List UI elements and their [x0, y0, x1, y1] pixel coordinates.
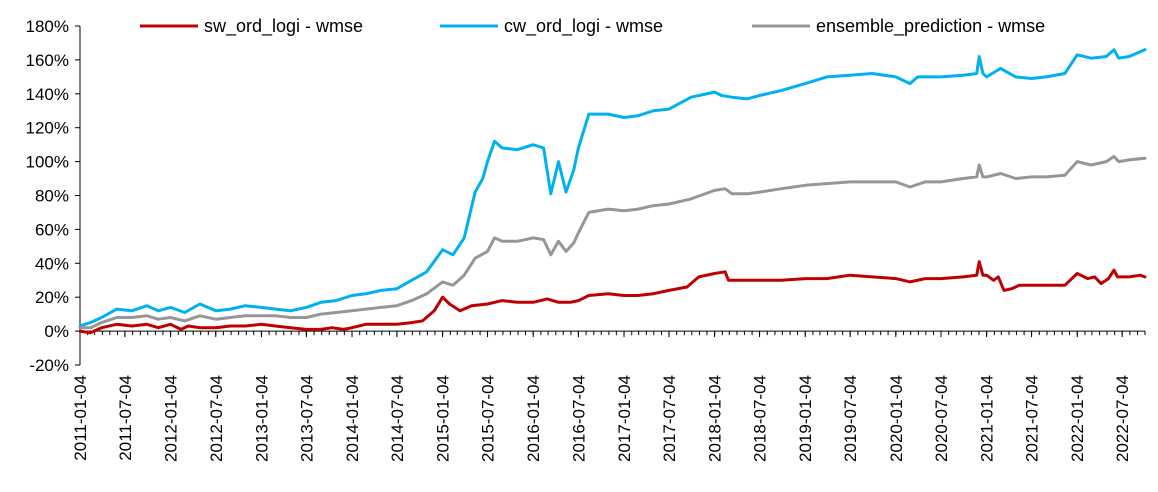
- x-tick-label: 2021-01-04: [978, 375, 997, 462]
- legend-label-2: cw_ord_logi - wmse: [504, 16, 663, 37]
- x-tick-label: 2022-01-04: [1068, 375, 1087, 462]
- x-tick-label: 2015-07-04: [479, 375, 498, 462]
- x-tick-label: 2015-01-04: [434, 375, 453, 462]
- x-tick-label: 2013-07-04: [297, 375, 316, 462]
- y-tick-label: 40%: [35, 254, 69, 273]
- x-tick-label: 2012-07-04: [207, 375, 226, 462]
- y-tick-label: 100%: [26, 153, 69, 172]
- x-tick-label: 2020-01-04: [887, 375, 906, 462]
- x-tick-label: 2016-07-04: [569, 375, 588, 462]
- x-tick-label: 2018-01-04: [706, 375, 725, 462]
- y-tick-label: 60%: [35, 220, 69, 239]
- x-tick-label: 2019-07-04: [841, 375, 860, 462]
- y-tick-label: 160%: [26, 51, 69, 70]
- series-line-3: [78, 155, 1147, 330]
- x-tick-label: 2021-07-04: [1023, 375, 1042, 462]
- series-layer: [78, 48, 1147, 335]
- legend-label-1: sw_ord_logi - wmse: [204, 16, 363, 37]
- x-tick-label: 2016-01-04: [524, 375, 543, 462]
- y-tick-label: 20%: [35, 288, 69, 307]
- y-tick-label: 180%: [26, 17, 69, 36]
- y-tick-label: 120%: [26, 119, 69, 138]
- axes: -20% 0% 20% 40% 60% 80% 100% 120% 140% 160% 180% 20…: [26, 17, 1146, 462]
- x-tick-label: 2017-07-04: [660, 375, 679, 462]
- x-tick-label: 2012-01-04: [162, 375, 181, 462]
- x-tick-label: 2018-07-04: [751, 375, 770, 462]
- y-tick-label: 140%: [26, 85, 69, 104]
- x-tick-label: 2020-07-04: [932, 375, 951, 462]
- y-tick-label: -20%: [29, 356, 69, 375]
- x-tick-label: 2014-01-04: [343, 375, 362, 462]
- x-tick-label: 2011-01-04: [71, 375, 90, 461]
- legend-label-3: ensemble_prediction - wmse: [816, 16, 1045, 37]
- x-tick-label: 2011-07-04: [116, 375, 135, 461]
- series-line-2: [78, 48, 1147, 328]
- legend: sw_ord_logi - wmse cw_ord_logi - wmse ense…: [140, 16, 1045, 37]
- series-line-1: [78, 260, 1147, 335]
- x-tick-label: 2013-01-04: [252, 375, 271, 462]
- y-tick-label: 80%: [35, 187, 69, 206]
- x-tick-label: 2019-01-04: [796, 375, 815, 462]
- x-tick-label: 2014-07-04: [388, 375, 407, 462]
- x-tick-label: 2017-01-04: [615, 375, 634, 462]
- y-tick-label: 0%: [44, 322, 69, 341]
- x-tick-label: 2022-07-04: [1113, 375, 1132, 462]
